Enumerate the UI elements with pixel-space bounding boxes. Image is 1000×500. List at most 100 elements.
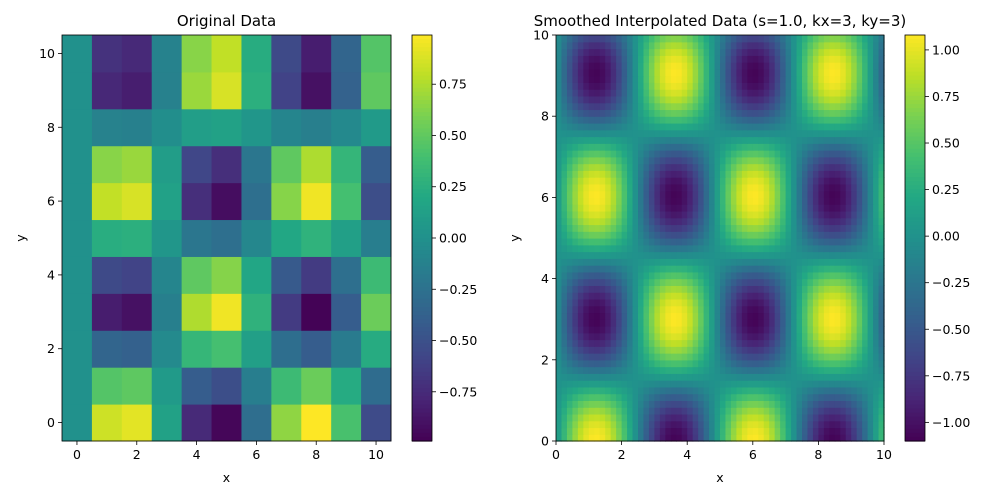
heatmap-cell: [845, 278, 852, 286]
heatmap-cell: [638, 68, 645, 77]
heatmap-cell: [577, 400, 584, 408]
heatmap-cell: [654, 366, 661, 374]
heatmap-cell: [823, 346, 830, 354]
heatmap-cell: [709, 217, 716, 226]
heatmap-cell: [621, 400, 628, 408]
heatmap-cell: [851, 143, 858, 151]
heatmap-cell: [851, 271, 858, 280]
heatmap-cell: [802, 332, 809, 341]
heatmap-cell: [829, 339, 836, 347]
heatmap-cell: [556, 271, 563, 280]
heatmap-cell: [812, 68, 819, 77]
heatmap-cell: [812, 197, 819, 205]
heatmap-cell: [621, 244, 628, 253]
heatmap-cell: [599, 122, 606, 131]
heatmap-cell: [845, 41, 852, 50]
heatmap-cell: [856, 244, 863, 253]
heatmap-cell: [632, 359, 639, 368]
heatmap-cell: [785, 244, 792, 253]
heatmap-cell: [561, 353, 568, 361]
heatmap-cell: [845, 150, 852, 158]
heatmap-cell: [873, 62, 880, 70]
heatmap-cell: [758, 353, 765, 361]
heatmap-cell: [594, 177, 601, 185]
heatmap-cell: [610, 62, 617, 70]
heatmap-cell: [151, 293, 183, 331]
heatmap-cell: [780, 325, 787, 334]
heatmap-cell: [588, 210, 595, 219]
heatmap-cell: [654, 150, 661, 158]
heatmap-cell: [747, 75, 754, 83]
heatmap-cell: [709, 190, 716, 198]
heatmap-cell: [648, 68, 655, 77]
heatmap-cell: [659, 231, 666, 239]
colorbar-segment: [905, 160, 925, 166]
heatmap-cell: [676, 292, 683, 300]
heatmap-cell: [720, 434, 727, 442]
heatmap-cell: [785, 89, 792, 97]
heatmap-cell: [211, 182, 242, 221]
heatmap-cell: [812, 231, 819, 239]
heatmap-cell: [561, 339, 568, 347]
heatmap-cell: [714, 204, 721, 212]
heatmap-cell: [577, 210, 584, 219]
heatmap-cell: [741, 353, 748, 361]
heatmap-cell: [812, 136, 819, 144]
heatmap-cell: [594, 366, 601, 374]
heatmap-cell: [643, 332, 650, 341]
heatmap-cell: [736, 210, 743, 219]
heatmap-cell: [720, 265, 727, 273]
heatmap-cell: [556, 210, 563, 219]
heatmap-cell: [796, 210, 803, 219]
heatmap-cell: [730, 400, 737, 408]
heatmap-cell: [638, 197, 645, 205]
heatmap-cell: [241, 35, 272, 73]
heatmap-cell: [681, 75, 688, 83]
heatmap-cell: [736, 292, 743, 300]
heatmap-cell: [659, 102, 666, 111]
heatmap-cell: [862, 278, 869, 286]
heatmap-cell: [610, 380, 617, 388]
heatmap-cell: [709, 41, 716, 50]
heatmap-cell: [627, 271, 634, 280]
heatmap-cell: [785, 231, 792, 239]
heatmap-cell: [785, 116, 792, 124]
heatmap-cell: [703, 55, 710, 63]
heatmap-cell: [873, 292, 880, 300]
heatmap-cell: [687, 82, 694, 90]
heatmap-cell: [566, 55, 573, 63]
heatmap-cell: [621, 62, 628, 70]
heatmap-cell: [654, 278, 661, 286]
heatmap-cell: [840, 244, 847, 253]
heatmap-cell: [692, 346, 699, 354]
y-tick-label: 8: [541, 109, 549, 124]
heatmap-cell: [851, 116, 858, 124]
heatmap-cell: [692, 102, 699, 111]
heatmap-cell: [583, 271, 590, 280]
heatmap-cell: [698, 298, 705, 307]
heatmap-cell: [583, 292, 590, 300]
heatmap-cell: [638, 163, 645, 171]
heatmap-cell: [840, 197, 847, 205]
heatmap-cell: [725, 231, 732, 239]
heatmap-cell: [121, 367, 153, 405]
heatmap-cell: [862, 197, 869, 205]
heatmap-cell: [780, 285, 787, 293]
colorbar-segment: [412, 63, 432, 69]
heatmap-cell: [763, 41, 770, 50]
colorbar-segment: [412, 104, 432, 109]
heatmap-cell: [301, 404, 332, 442]
heatmap-cell: [121, 256, 153, 294]
heatmap-cell: [834, 136, 841, 144]
heatmap-cell: [681, 102, 688, 111]
heatmap-cell: [785, 278, 792, 286]
heatmap-cell: [873, 325, 880, 334]
heatmap-cell: [627, 285, 634, 293]
heatmap-cell: [566, 244, 573, 253]
heatmap-cell: [681, 407, 688, 415]
heatmap-cell: [654, 332, 661, 341]
heatmap-cell: [670, 41, 677, 50]
heatmap-cell: [599, 407, 606, 415]
heatmap-cell: [681, 109, 688, 117]
heatmap-cell: [851, 170, 858, 178]
